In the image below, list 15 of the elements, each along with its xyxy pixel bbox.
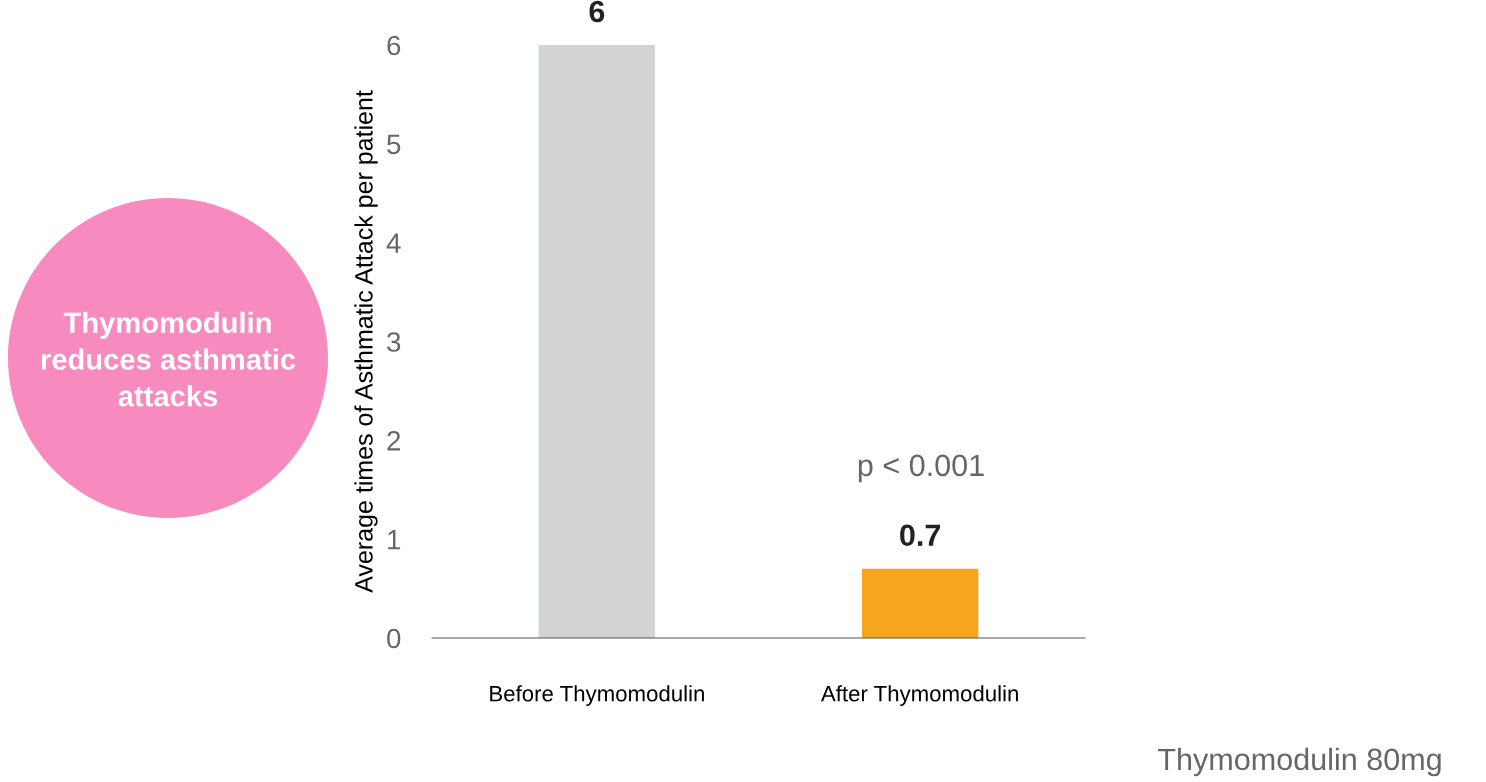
- y-tick-label: 3: [387, 332, 401, 352]
- text: Thymomodulin reduces asthmatic attacks: [41, 311, 296, 407]
- y-tick-label: 2: [387, 431, 401, 451]
- x-tick-label: After Thymomodulin: [820, 685, 1018, 706]
- y-tick-label: 0: [387, 628, 401, 649]
- y-tick-label: 5: [387, 134, 401, 155]
- y-axis-title: Average times of Asthmatic Attack per patient: [354, 90, 378, 593]
- y-tick-label: 6: [387, 35, 401, 56]
- data-label: 0.7: [900, 524, 941, 547]
- text: Thymomodulin 80mg: [1158, 747, 1441, 777]
- y-tick-label: 1: [388, 530, 401, 550]
- x-tick-label: Before Thymomodulin: [490, 685, 704, 706]
- annotation: p < 0.001: [858, 454, 984, 483]
- y-tick-label: 4: [386, 233, 401, 253]
- data-label: 6: [589, 0, 605, 23]
